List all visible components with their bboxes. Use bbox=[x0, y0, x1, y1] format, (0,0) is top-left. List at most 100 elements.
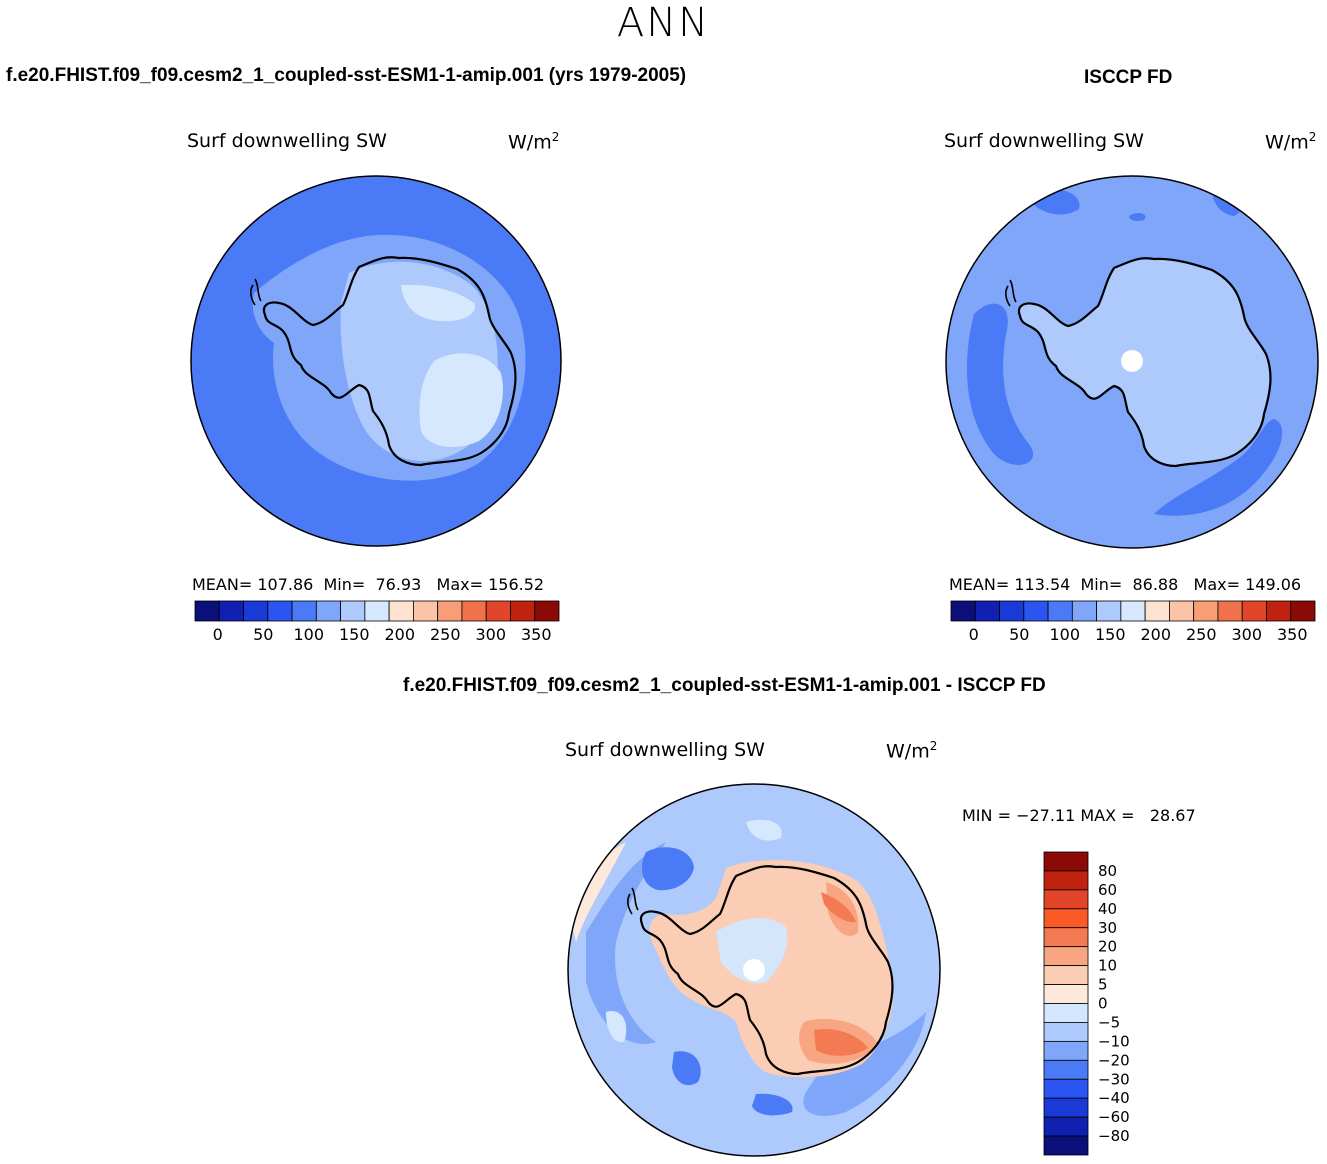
colorbar-tick-label: 50 bbox=[253, 625, 273, 644]
colorbar-level-label: −40 bbox=[1098, 1089, 1130, 1107]
colorbar-cell bbox=[1043, 1078, 1089, 1099]
colorbar-cell bbox=[1043, 870, 1089, 891]
panel1-colorbar: 0 50 100 150 200 250 300 350 bbox=[194, 600, 560, 644]
panel3-map-border bbox=[567, 783, 941, 1157]
panel3-contour-neg5 bbox=[606, 819, 782, 1043]
colorbar-cell bbox=[1043, 1097, 1089, 1118]
colorbar-level-label: 60 bbox=[1098, 881, 1117, 899]
panel3-pole-missing-data bbox=[743, 959, 765, 981]
colorbar-tick-label: 300 bbox=[1231, 625, 1262, 644]
panel2-variable-title: Surf downwelling SW bbox=[944, 130, 1144, 152]
colorbar-tick-label: 250 bbox=[430, 625, 461, 644]
colorbar-level-label: 30 bbox=[1098, 919, 1117, 937]
colorbar-cell bbox=[1096, 600, 1122, 622]
colorbar-cell bbox=[1043, 1003, 1089, 1023]
panel2-colorbar-ticks: 0 50 100 150 200 250 300 350 bbox=[969, 625, 1308, 644]
season-title: ANN bbox=[616, 0, 711, 46]
colorbar-cell bbox=[267, 600, 293, 622]
colorbar-cell bbox=[1217, 600, 1243, 622]
colorbar-cell bbox=[194, 600, 220, 622]
colorbar-cell bbox=[950, 600, 976, 622]
colorbar-level-label: 40 bbox=[1098, 900, 1117, 918]
colorbar-cell bbox=[1043, 927, 1089, 948]
panel2-stats: MEAN= 113.54 Min= 86.88 Max= 149.06 bbox=[949, 575, 1302, 594]
panel1-map-border bbox=[190, 175, 562, 547]
colorbar-cell bbox=[1043, 1135, 1089, 1156]
colorbar-tick-label: 100 bbox=[293, 625, 324, 644]
panel2-contour-east bbox=[1154, 419, 1283, 516]
colorbar-tick-label: 250 bbox=[1186, 625, 1217, 644]
colorbar-cell bbox=[1043, 946, 1089, 967]
colorbar-cell bbox=[364, 600, 390, 622]
colorbar-level-label: −80 bbox=[1098, 1127, 1130, 1145]
panel3-antarctica-coastline bbox=[639, 865, 894, 1076]
model-case-title: f.e20.FHIST.f09_f09.cesm2_1_coupled-sst-… bbox=[6, 65, 687, 86]
panel2-contour-west bbox=[966, 303, 1034, 465]
panel2-map-border bbox=[945, 175, 1319, 549]
colorbar-level-label: 5 bbox=[1098, 976, 1108, 994]
colorbar-tick-label: 300 bbox=[475, 625, 506, 644]
panel3-peninsula-islands bbox=[627, 887, 639, 915]
panel3-contour-neg10-b bbox=[803, 1012, 926, 1116]
colorbar-cell bbox=[1043, 984, 1089, 1004]
panel1-peninsula-islands bbox=[250, 278, 262, 306]
panel3-variable-title: Surf downwelling SW bbox=[565, 739, 765, 761]
panel2-peninsula-islands bbox=[1005, 279, 1017, 307]
colorbar-cell bbox=[1043, 889, 1089, 910]
colorbar-cell bbox=[1043, 1059, 1089, 1080]
panel3-map bbox=[567, 783, 941, 1157]
colorbar-level-label: −10 bbox=[1098, 1032, 1130, 1050]
colorbar-cell bbox=[485, 600, 511, 622]
panel3-contour-pos10 bbox=[799, 882, 878, 1064]
colorbar-cell bbox=[388, 600, 414, 622]
panel3-colorbar-cells bbox=[1043, 851, 1089, 1156]
colorbar-tick-label: 0 bbox=[969, 625, 979, 644]
panel3-contour-neg20-a bbox=[642, 847, 694, 891]
panel1-contour-175-200 bbox=[401, 284, 503, 447]
colorbar-tick-label: 100 bbox=[1049, 625, 1080, 644]
colorbar-cell bbox=[974, 600, 1000, 622]
colorbar-cell bbox=[1120, 600, 1146, 622]
obs-case-title: ISCCP FD bbox=[1084, 67, 1173, 88]
colorbar-cell bbox=[1023, 600, 1049, 622]
panel2-colorbar-cells bbox=[950, 600, 1316, 622]
colorbar-tick-label: 200 bbox=[1140, 625, 1171, 644]
panel1-colorbar-cells bbox=[194, 600, 560, 622]
colorbar-cell bbox=[315, 600, 342, 622]
colorbar-cell bbox=[340, 600, 366, 622]
colorbar-cell bbox=[1241, 600, 1267, 622]
colorbar-level-label: −30 bbox=[1098, 1070, 1130, 1088]
colorbar-level-label: −60 bbox=[1098, 1108, 1130, 1126]
colorbar-level-label: 0 bbox=[1098, 995, 1108, 1013]
panel2-units: W/m2 bbox=[1265, 130, 1317, 154]
colorbar-cell bbox=[412, 600, 439, 622]
panel2-pole-missing-data bbox=[1121, 350, 1143, 372]
colorbar-cell bbox=[243, 600, 269, 622]
panel3-contour-pos20 bbox=[814, 892, 868, 1056]
colorbar-level-label: −5 bbox=[1098, 1013, 1120, 1031]
colorbar-cell bbox=[1290, 600, 1316, 622]
difference-case-title: f.e20.FHIST.f09_f09.cesm2_1_coupled-sst-… bbox=[403, 675, 1046, 696]
panel1-variable-title: Surf downwelling SW bbox=[187, 130, 387, 152]
panel3-minmax: MIN = −27.11 MAX = 28.67 bbox=[962, 806, 1196, 825]
colorbar-cell bbox=[437, 600, 463, 622]
panel3-contour-pos0 bbox=[568, 842, 626, 942]
colorbar-cell bbox=[510, 600, 536, 622]
colorbar-tick-label: 150 bbox=[339, 625, 370, 644]
panel1-units: W/m2 bbox=[508, 130, 560, 154]
colorbar-level-label: 20 bbox=[1098, 938, 1117, 956]
colorbar-cell bbox=[1043, 851, 1089, 872]
colorbar-tick-label: 0 bbox=[213, 625, 223, 644]
colorbar-level-label: 10 bbox=[1098, 957, 1117, 975]
panel3-contour-neg20-c bbox=[752, 1093, 793, 1116]
colorbar-cell bbox=[461, 600, 487, 622]
panel3-contour-neg10 bbox=[586, 842, 666, 1044]
colorbar-tick-label: 200 bbox=[384, 625, 415, 644]
panel1-map bbox=[190, 175, 562, 547]
colorbar-cell bbox=[534, 600, 560, 622]
panel1-stats: MEAN= 107.86 Min= 76.93 Max= 156.52 bbox=[192, 575, 545, 594]
colorbar-tick-label: 350 bbox=[521, 625, 552, 644]
colorbar-cell bbox=[1193, 600, 1219, 622]
colorbar-cell bbox=[1043, 965, 1089, 985]
